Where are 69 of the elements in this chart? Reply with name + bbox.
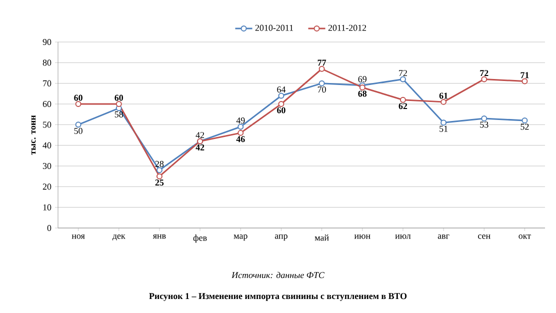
data-label: 64 [277, 86, 286, 93]
point [278, 92, 284, 99]
x-tick-label: май [314, 234, 329, 241]
point [400, 96, 406, 103]
data-label: 50 [74, 128, 82, 134]
data-label: 42 [196, 132, 204, 138]
y-tick-label: 30 [42, 162, 52, 170]
point [440, 120, 447, 126]
text: Источник: данные ФТС [231, 272, 324, 278]
point [238, 124, 244, 130]
data-label: 72 [399, 70, 407, 76]
point [278, 101, 284, 108]
point [481, 76, 488, 82]
point [318, 80, 325, 86]
data-label: 53 [480, 122, 488, 128]
y-tick-label: 40 [42, 142, 52, 148]
y-tick-label: 10 [43, 204, 52, 210]
data-label: 60 [114, 94, 124, 101]
point [238, 130, 244, 136]
text: Рисунок 1 – Изменение импорта свинины с вступлением в ВТО [149, 293, 407, 301]
point [522, 118, 528, 124]
data-label: 51 [440, 126, 448, 132]
y-tick-label: 20 [42, 184, 52, 190]
x-tick-label: окт [518, 234, 531, 239]
y-tick-label: 80 [42, 60, 52, 66]
point [440, 98, 447, 105]
x-tick-label: авг [438, 234, 450, 239]
data-label: 52 [520, 124, 529, 130]
data-label: 42 [196, 144, 204, 150]
data-label: 62 [398, 103, 408, 110]
x-tick-label: фев [193, 234, 207, 243]
data-label: 70 [318, 86, 326, 93]
legend-label: 2011-2012 [328, 24, 366, 31]
y-axis-title: тыс. тонн [31, 115, 36, 155]
point [75, 101, 82, 108]
y-tick-label: 70 [43, 80, 52, 86]
data-label: 69 [358, 76, 366, 82]
y-tick-label: 0 [47, 224, 52, 232]
point [116, 101, 122, 108]
point [75, 122, 82, 128]
x-tick-label: апр [274, 234, 288, 241]
x-tick-label: ноя [72, 234, 85, 239]
data-label: 60 [277, 107, 286, 114]
point [156, 167, 162, 174]
point [156, 173, 162, 180]
data-label: 77 [318, 60, 326, 66]
data-label: 61 [439, 92, 448, 99]
data-label: 25 [155, 180, 164, 186]
point [400, 76, 406, 82]
legend-label: 2010-2011 [255, 24, 293, 31]
x-tick-label: сен [478, 234, 490, 239]
data-label: 72 [480, 70, 488, 76]
point [318, 66, 325, 72]
point [522, 78, 528, 84]
x-tick-label: янв [152, 234, 166, 239]
y-tick-label: 60 [42, 100, 52, 108]
x-tick-label: дек [112, 234, 126, 240]
x-tick-label: июн [354, 234, 370, 239]
data-label: 71 [520, 72, 529, 78]
x-tick-label: мар [234, 234, 248, 241]
data-label: 49 [236, 118, 245, 124]
data-label: 58 [114, 111, 124, 118]
point [481, 115, 488, 122]
y-tick-label: 50 [43, 122, 52, 128]
data-label: 68 [358, 90, 367, 97]
data-label: 60 [74, 94, 82, 101]
x-tick-label: июл [395, 234, 411, 239]
data-label: 46 [236, 136, 245, 142]
y-tick-label: 90 [42, 38, 52, 46]
